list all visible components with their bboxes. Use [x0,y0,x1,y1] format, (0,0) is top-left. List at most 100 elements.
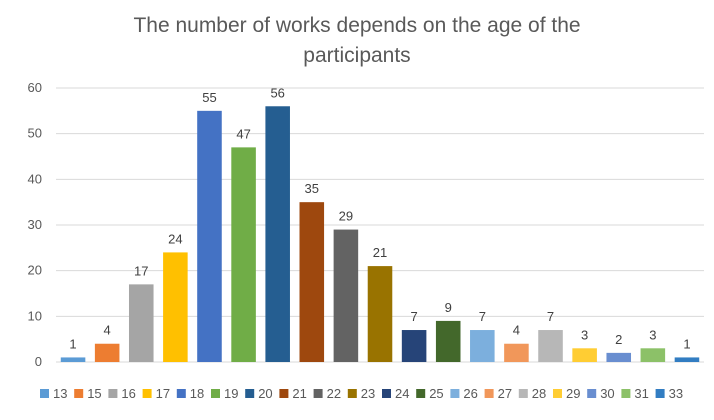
data-label-19: 47 [236,126,250,141]
legend-item: 22 [313,386,341,401]
legend-swatch [382,389,391,398]
legend-label: 20 [258,386,272,401]
bar-19 [231,147,256,362]
legend-item: 13 [40,386,67,401]
bar-27 [504,343,529,362]
bar-13 [60,357,86,362]
y-tick-label: 30 [28,217,42,232]
legend-swatch [655,389,665,398]
bar-20 [265,106,290,363]
legend-item: 33 [655,386,683,401]
data-label-30: 2 [615,332,622,347]
bar-26 [470,330,495,362]
legend-item: 29 [553,386,580,401]
legend-swatch [176,389,186,398]
legend-item: 21 [279,386,307,401]
legend-label: 26 [463,386,477,401]
legend-label: 21 [292,386,306,401]
y-tick-label: 0 [35,354,42,369]
legend-label: 15 [87,386,101,401]
legend-swatch [518,389,528,398]
legend-label: 19 [224,386,238,401]
data-label-17: 24 [168,231,182,246]
bar-22 [333,229,359,362]
data-label-27: 4 [513,323,520,338]
legend-label: 27 [498,386,512,401]
data-label-15: 4 [104,323,111,338]
legend-swatch [553,389,562,398]
legend-item: 23 [347,386,375,401]
legend-label: 22 [327,386,341,401]
legend-label: 23 [361,386,375,401]
legend-swatch [74,389,84,398]
y-tick-label: 60 [28,80,42,95]
legend-label: 17 [156,386,170,401]
bar-16 [128,284,154,362]
legend-swatch [245,389,255,398]
legend: 13 15 16 17 18 19 20 21 22 23 24 25 26 27 28 29 30 31 33 [40,386,683,401]
chart-title: The number of works depends on the age o… [133,14,581,67]
data-label-18: 55 [202,90,216,105]
data-label-13: 1 [69,336,76,351]
data-label-24: 7 [410,309,417,324]
legend-swatch [484,389,494,398]
data-label-33: 1 [683,336,690,351]
y-tick-label: 40 [28,171,42,186]
legend-item: 25 [416,386,444,401]
legend-item: 16 [108,386,136,401]
legend-label: 33 [669,386,683,401]
legend-label: 25 [429,386,443,401]
legend-label: 24 [395,386,409,401]
legend-item: 26 [450,386,478,401]
data-label-23: 21 [373,245,387,260]
data-label-20: 56 [270,85,284,100]
bar-21 [299,202,325,362]
legend-swatch [142,389,152,398]
bar-33 [674,357,700,362]
legend-item: 31 [621,386,649,401]
legend-item: 27 [484,386,512,401]
legend-label: 31 [634,386,648,401]
data-label-26: 7 [479,309,486,324]
legend-swatch [313,389,323,398]
data-label-16: 17 [134,263,148,278]
legend-label: 16 [121,386,135,401]
legend-label: 30 [600,386,614,401]
data-label-21: 35 [305,181,319,196]
legend-label: 13 [53,386,67,401]
legend-item: 28 [518,386,546,401]
legend-swatch [347,389,357,398]
legend-item: 19 [211,386,238,401]
legend-item: 18 [176,386,204,401]
bars [60,106,700,363]
bar-24 [401,330,427,362]
bar-25 [435,320,461,362]
legend-swatch [587,389,597,398]
bar-15 [94,343,120,362]
legend-swatch [621,389,631,398]
y-axis-ticks: 0 10 20 30 40 50 60 [28,80,42,369]
legend-label: 18 [190,386,204,401]
legend-item: 24 [382,386,409,401]
legend-item: 20 [245,386,273,401]
legend-swatch [279,389,289,398]
data-label-22: 29 [339,209,353,224]
legend-swatch [108,389,118,398]
legend-label: 28 [532,386,546,401]
y-tick-label: 20 [28,263,42,278]
bar-23 [367,266,393,362]
legend-item: 30 [587,386,615,401]
legend-item: 15 [74,386,102,401]
data-label-25: 9 [445,300,452,315]
data-label-29: 3 [581,327,588,342]
y-tick-label: 50 [28,126,42,141]
data-label-28: 7 [547,309,554,324]
legend-swatch [211,389,220,398]
data-label-31: 3 [649,327,656,342]
y-tick-label: 10 [28,308,42,323]
bar-28 [538,330,563,362]
legend-swatch [450,389,460,398]
